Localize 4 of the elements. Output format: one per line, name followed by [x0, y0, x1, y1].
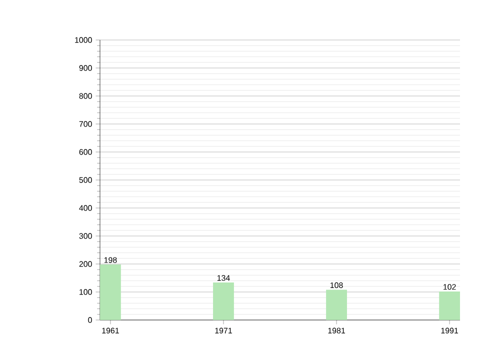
bar — [326, 290, 347, 320]
bar — [100, 264, 121, 320]
bar — [213, 282, 234, 320]
bar — [439, 291, 460, 320]
